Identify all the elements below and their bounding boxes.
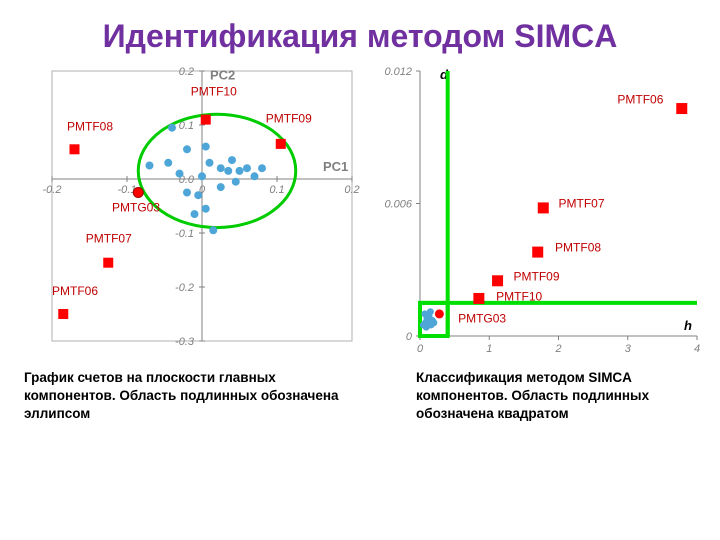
svg-text:-0.3: -0.3 [175, 336, 195, 348]
svg-text:PMTF08: PMTF08 [67, 119, 113, 133]
svg-text:PMTF07: PMTF07 [559, 197, 605, 211]
page-title: Идентификация методом SIMCA [0, 0, 720, 61]
svg-text:PMTF10: PMTF10 [191, 84, 237, 98]
charts-row: -0.2-0.100.10.2-0.3-0.2-0.10.00.10.2PC1P… [0, 61, 720, 361]
svg-text:0: 0 [417, 343, 424, 355]
svg-text:-0.1: -0.1 [175, 228, 194, 240]
svg-text:-0.2: -0.2 [175, 282, 194, 294]
svg-text:3: 3 [625, 343, 632, 355]
svg-text:0.012: 0.012 [384, 66, 412, 78]
svg-text:0.1: 0.1 [269, 184, 284, 196]
svg-text:1: 1 [486, 343, 492, 355]
svg-text:4: 4 [694, 343, 700, 355]
svg-text:PMTG03: PMTG03 [458, 311, 506, 325]
svg-text:PMTG03: PMTG03 [112, 200, 160, 214]
right-caption: Классификация методом SIMCA компонентов.… [396, 361, 716, 424]
svg-text:0.2: 0.2 [179, 66, 194, 78]
svg-text:PMTF08: PMTF08 [555, 241, 601, 255]
svg-text:2: 2 [554, 343, 561, 355]
svg-text:PMTF06: PMTF06 [52, 284, 98, 298]
svg-text:PMTF10: PMTF10 [496, 289, 542, 303]
left-caption: График счетов на плоскости главных компо… [0, 361, 366, 424]
svg-text:PMTF07: PMTF07 [86, 232, 132, 246]
svg-text:0.006: 0.006 [384, 199, 412, 211]
svg-text:PMTF09: PMTF09 [266, 111, 312, 125]
svg-text:-0.2: -0.2 [43, 184, 62, 196]
svg-text:PMTF09: PMTF09 [513, 269, 559, 283]
left-scatter-chart: -0.2-0.100.10.2-0.3-0.2-0.10.00.10.2PC1P… [12, 61, 372, 361]
right-scatter-chart: 0123400.0060.012hdPMTF06PMTF07PMTF08PMTF… [372, 61, 712, 361]
svg-text:h: h [684, 318, 692, 333]
svg-text:PC2: PC2 [210, 68, 235, 83]
svg-text:PC1: PC1 [323, 159, 348, 174]
svg-text:0: 0 [406, 331, 413, 343]
svg-text:0.2: 0.2 [344, 184, 359, 196]
svg-text:PMTF06: PMTF06 [617, 93, 663, 107]
